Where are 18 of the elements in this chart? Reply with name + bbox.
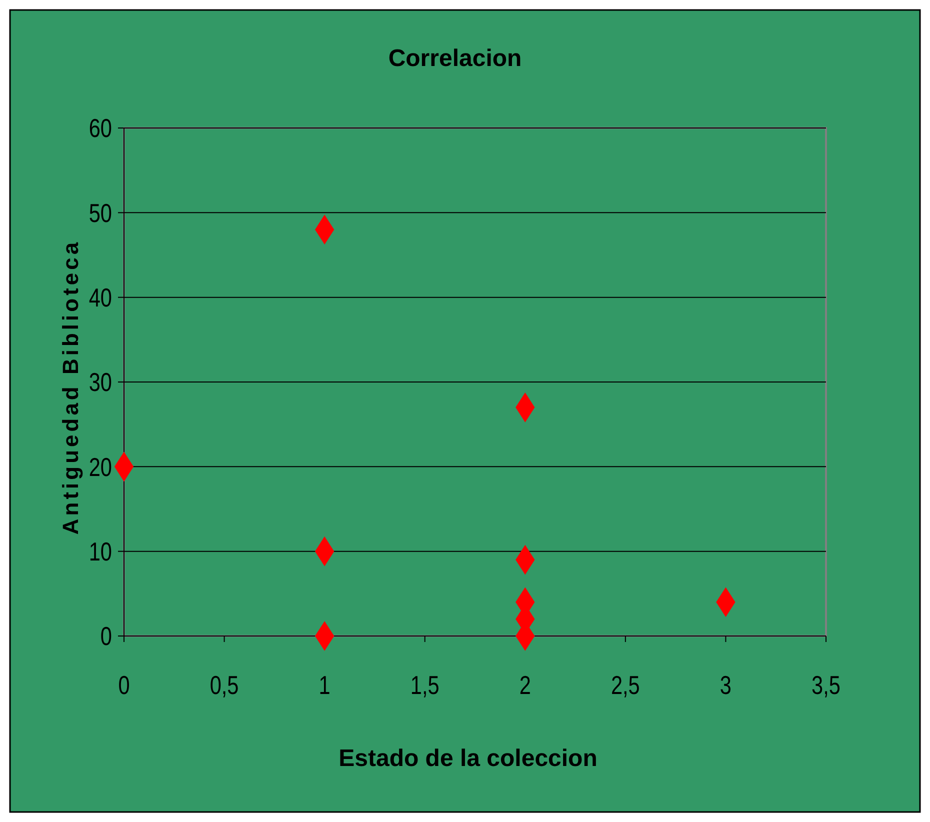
y-tick-label: 30 [88, 368, 112, 397]
y-tick-label: 40 [88, 283, 112, 312]
x-tick-label: 2,5 [610, 670, 640, 700]
x-tick-label: 3 [720, 670, 732, 700]
x-axis-title: Estado de la coleccion [338, 745, 598, 772]
x-tick-label: 2 [519, 670, 531, 700]
chart-title: Correlacion [388, 45, 522, 72]
x-tick-label: 0,5 [210, 670, 239, 700]
x-tick-label: 1,5 [410, 670, 440, 700]
x-tick-label: 1 [318, 670, 330, 700]
x-tick-label: 0 [118, 670, 130, 700]
y-tick-label: 50 [88, 198, 112, 228]
y-tick-label: 60 [88, 114, 112, 143]
y-tick-label: 20 [88, 452, 112, 482]
y-axis-title: Antiguedad Biblioteca [58, 239, 83, 535]
y-tick-label: 0 [100, 622, 112, 651]
x-tick-label: 3,5 [812, 670, 840, 700]
y-tick-label: 10 [88, 537, 112, 566]
